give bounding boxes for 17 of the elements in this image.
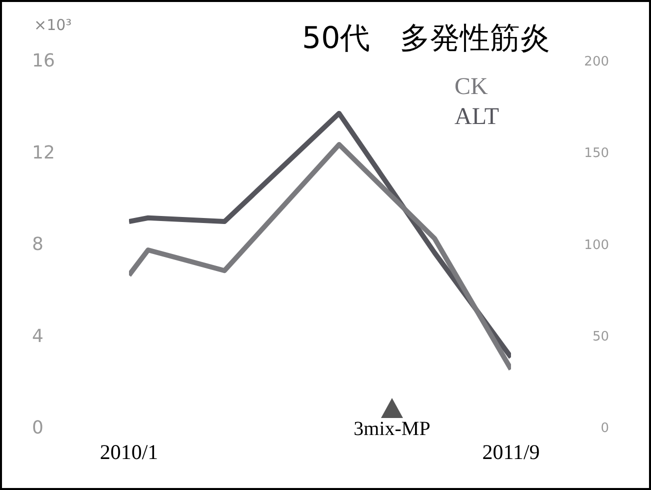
x-tick-label: 2010/1: [100, 440, 158, 464]
text: ALT: [454, 103, 499, 132]
y-axis-title: ×10³: [34, 16, 72, 34]
y-tick-label: 4: [32, 326, 44, 347]
y2-tick-label: 50: [592, 329, 609, 344]
y2-tick-label: 100: [584, 238, 609, 253]
y2-tick-label: 150: [584, 146, 609, 162]
y-tick-label: 12: [32, 142, 55, 164]
y-tick-label: 0: [32, 417, 44, 438]
y-tick-label: 16: [32, 50, 55, 72]
y2-tick-label: 200: [584, 54, 609, 70]
chart-title: 50代 多発性筋炎: [302, 20, 550, 58]
y-tick-label: 8: [32, 234, 44, 256]
y2-tick-label: 0: [600, 421, 609, 436]
x-tick-label: 2011/9: [482, 440, 540, 464]
annotation: 3mix-MP: [352, 418, 432, 441]
text: CK: [454, 73, 489, 102]
